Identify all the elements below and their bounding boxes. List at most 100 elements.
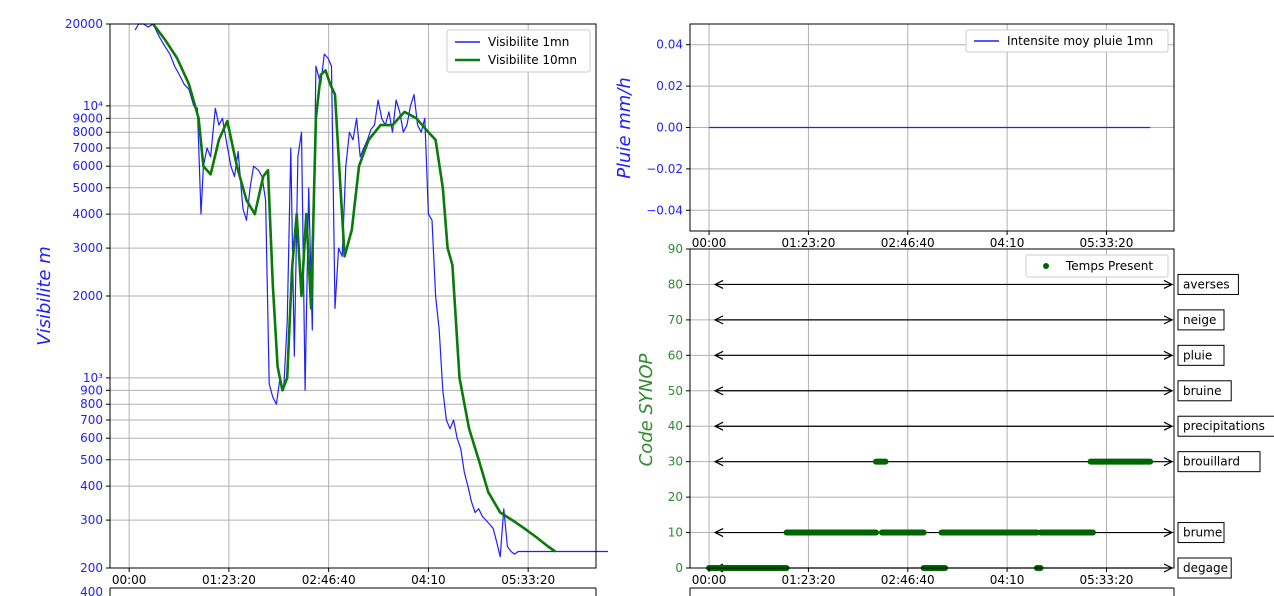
rain-x-ticks: 00:00 01:23:20 02:46:40 04:10 05:33:20 [692, 231, 1133, 250]
visibility-y-tick-label: 600 [80, 431, 103, 445]
rain-x-tick-label: 00:00 [692, 236, 727, 250]
synop-code-box [1177, 557, 1232, 579]
rain-x-tick-label: 01:23:20 [781, 236, 835, 250]
synop-arrowhead-right [1163, 386, 1174, 396]
synop-code-arrows [713, 279, 1174, 573]
synop-code-box [1177, 415, 1274, 437]
synop-y-tick-label: 60 [668, 348, 683, 362]
visibility-y-tick-label: 300 [80, 513, 103, 527]
synop-arrowhead-left [713, 279, 724, 289]
rain-y-tick-label: 0.04 [656, 38, 683, 52]
legend-label-vis-1mn: Visibilite 1mn [488, 35, 569, 49]
synop-code-label: degage [1183, 561, 1228, 575]
synop-code-box [1177, 380, 1232, 402]
visibility-x-tick-label: 04:10 [411, 573, 446, 587]
synop-arrowhead-left [713, 528, 724, 538]
synop-y-tick-label: 50 [668, 384, 683, 398]
visibility-legend: Visibilite 1mn Visibilite 10mn [446, 29, 591, 73]
rain-y-tick-label: 0.00 [656, 121, 683, 135]
synop-series [706, 458, 1154, 571]
synop-code-label: neige [1183, 313, 1216, 327]
rain-legend: Intensite moy pluie 1mn [965, 29, 1169, 53]
synop-y-tick-label: 30 [668, 455, 683, 469]
visibility-y-tick-label: 9000 [72, 111, 103, 125]
synop-x-tick-label: 04:10 [990, 573, 1025, 587]
visibility-y-tick-label: 5000 [72, 181, 103, 195]
visibility-panel: 2000010⁴90008000700060005000400030002000… [34, 17, 608, 587]
synop-axes-frame [689, 248, 1175, 569]
synop-y-tick-label: 70 [668, 313, 683, 327]
visibility-y-tick-label: 500 [80, 453, 103, 467]
rain-y-tick-label: −0.02 [646, 162, 683, 176]
synop-arrowhead-right [1163, 350, 1174, 360]
synop-y-tick-label: 20 [668, 490, 683, 504]
visibility-10mn-line [152, 23, 557, 553]
visibility-y-tick-label: 900 [80, 383, 103, 397]
synop-arrowhead-right [1163, 457, 1174, 467]
synop-code-label: bruine [1183, 384, 1221, 398]
rain-y-tick-label: −0.04 [646, 203, 683, 217]
visibility-y-tick-label: 400 [80, 479, 103, 493]
synop-arrowhead-right [1163, 279, 1174, 289]
synop-y-tick-label: 90 [668, 242, 683, 256]
visibility-1mn-line [134, 23, 608, 558]
visibility-y-tick-label: 800 [80, 397, 103, 411]
visibility-y-tick-label: 2000 [72, 289, 103, 303]
synop-code-box [1177, 522, 1225, 544]
synop-x-tick-label: 00:00 [692, 573, 727, 587]
synop-legend: Temps Present [1025, 254, 1169, 278]
synop-code-box [1177, 309, 1225, 331]
synop-y-tick-label: 40 [668, 419, 683, 433]
synop-y-axis-label: Code SYNOP [636, 354, 657, 467]
synop-code-label: pluie [1183, 348, 1212, 362]
visibility-y-axis-label: Visibilite m [34, 246, 55, 346]
visibility-grid [110, 23, 596, 569]
legend-label-synop: Temps Present [1065, 259, 1153, 273]
synop-x-tick-label: 02:46:40 [881, 573, 935, 587]
synop-arrowhead-left [713, 386, 724, 396]
rain-x-tick-label: 04:10 [990, 236, 1025, 250]
visibility-x-tick-label: 01:23:20 [202, 573, 256, 587]
synop-arrowhead-right [1163, 528, 1174, 538]
synop-arrowhead-left [713, 457, 724, 467]
synop-code-box [1177, 451, 1261, 473]
visibility-x-ticks: 00:00 01:23:20 02:46:40 04:10 05:33:20 [112, 568, 555, 587]
visibility-y-tick-label: 3000 [72, 241, 103, 255]
visibility-y-tick-label: 20000 [65, 17, 103, 31]
synop-arrowhead-left [713, 350, 724, 360]
synop-x-ticks: 00:00 01:23:20 02:46:40 04:10 05:33:20 [692, 568, 1133, 587]
synop-code-box [1177, 273, 1239, 295]
synop-arrowhead-left [713, 315, 724, 325]
synop-y-tick-label: 0 [675, 561, 683, 575]
synop-x-tick-label: 01:23:20 [781, 573, 835, 587]
visibility-x-tick-label: 02:46:40 [302, 573, 356, 587]
rain-panel: 0.04 0.02 0.00 −0.02 −0.04 00:00 01:23:20 02:4… [614, 23, 1175, 250]
visibility-y-tick-label: 8000 [72, 125, 103, 139]
synop-arrowhead-right [1163, 315, 1174, 325]
synop-code-label: averses [1183, 277, 1230, 291]
visibility-y-tick-label: 4000 [72, 207, 103, 221]
synop-y-ticks: 90 80 70 60 50 40 30 20 10 0 [668, 242, 690, 575]
synop-y-tick-label: 10 [668, 526, 683, 540]
synop-code-label: precipitations [1183, 419, 1265, 433]
visibility-y-tick-label: 6000 [72, 159, 103, 173]
visibility-y-tick-label: 200 [80, 561, 103, 575]
visibility-x-tick-label: 05:33:20 [501, 573, 555, 587]
synop-code-labels: averses neige pluie bruine precipitations bro… [1177, 273, 1274, 579]
legend-label-rain: Intensite moy pluie 1mn [1007, 34, 1153, 48]
visibility-series [134, 23, 608, 558]
synop-grid [690, 248, 1174, 569]
synop-code-box [1177, 344, 1225, 366]
synop-x-tick-label: 05:33:20 [1079, 573, 1133, 587]
synop-panel: 90 80 70 60 50 40 30 20 10 0 00:00 01:23:20 02:46:4… [636, 242, 1274, 587]
visibility-y-tick-label: 700 [80, 413, 103, 427]
synop-y-tick-label: 80 [668, 277, 683, 291]
rain-y-ticks: 0.04 0.02 0.00 −0.02 −0.04 [646, 38, 690, 217]
visibility-x-tick-label: 00:00 [112, 573, 147, 587]
synop-code-label: brume [1183, 526, 1222, 540]
partial-bottom-panels: 400 [80, 585, 1175, 596]
rain-x-tick-label: 02:46:40 [881, 236, 935, 250]
rain-y-axis-label: Pluie mm/h [614, 77, 635, 179]
